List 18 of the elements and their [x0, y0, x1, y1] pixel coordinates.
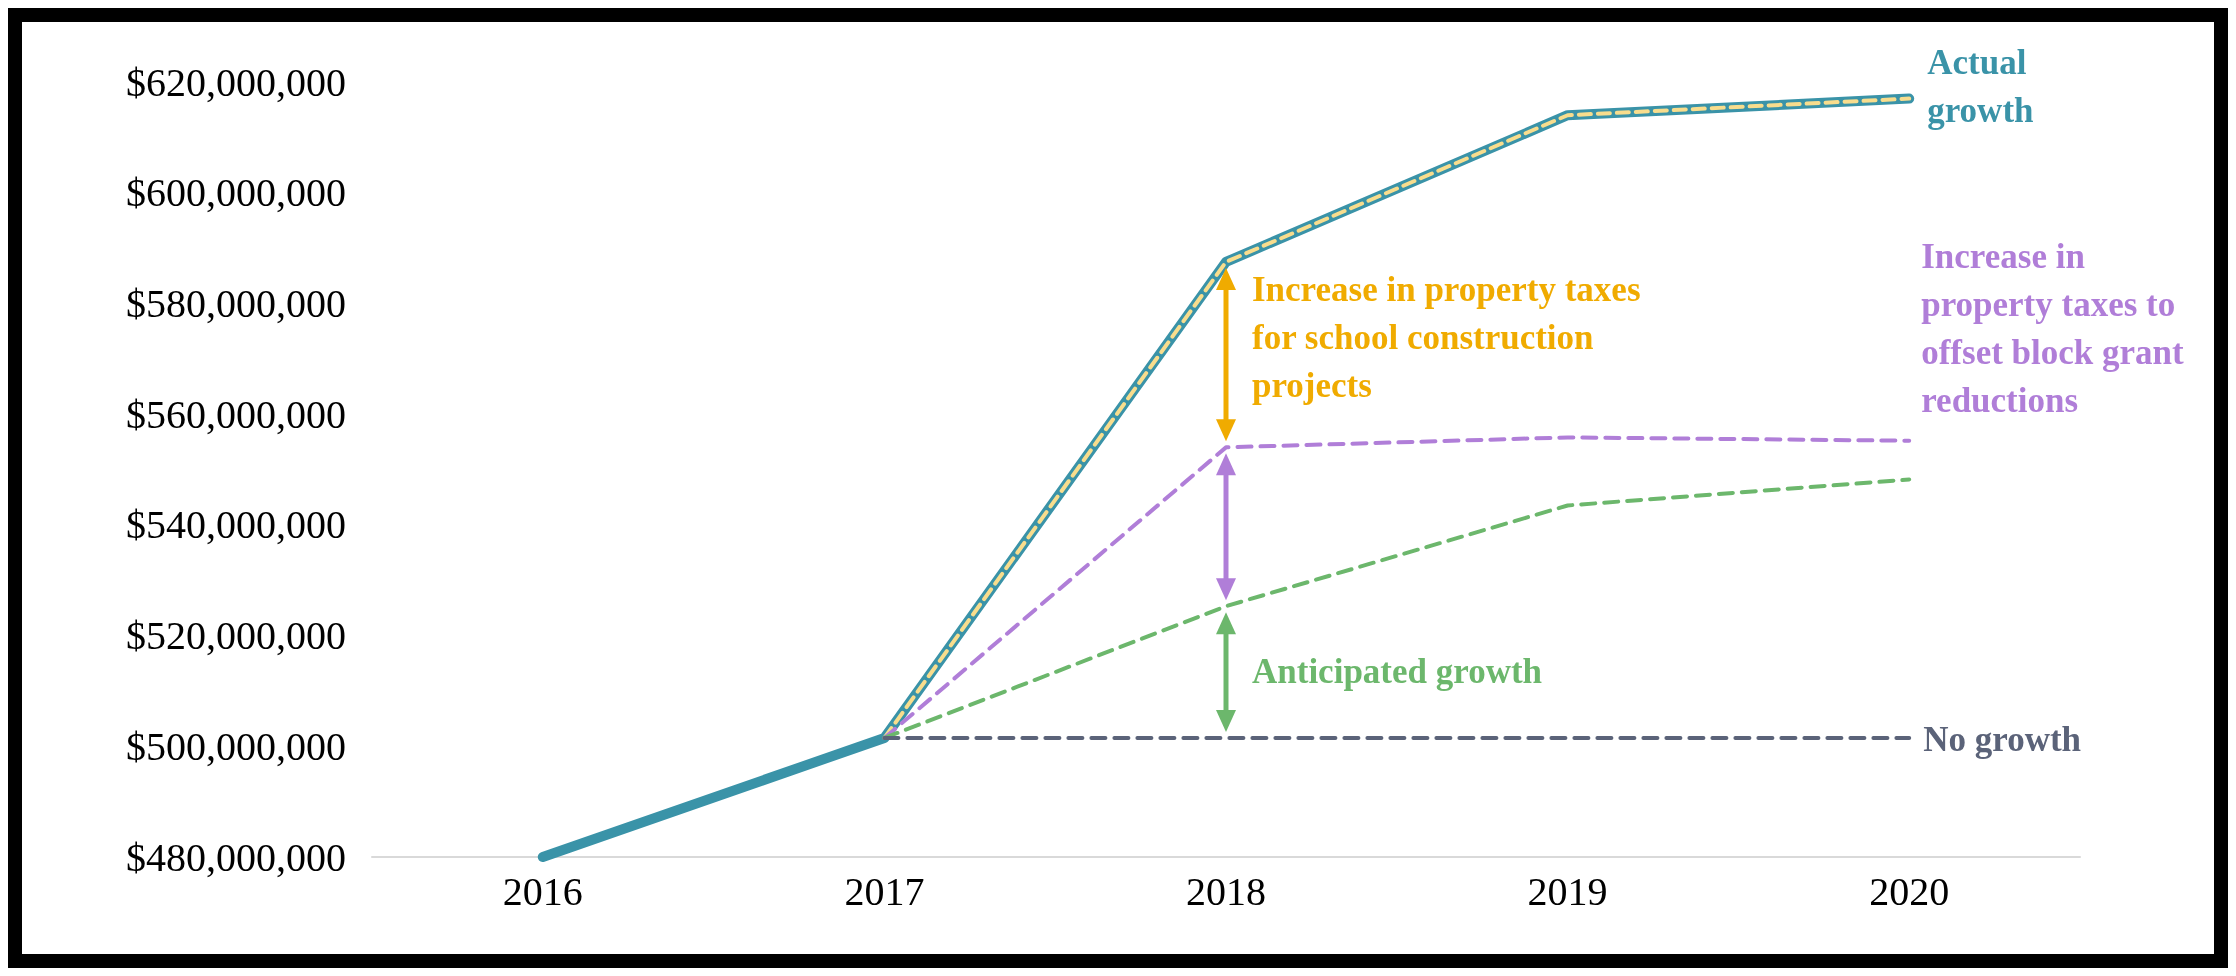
y-tick-label: $620,000,000: [126, 59, 346, 105]
y-tick-label: $500,000,000: [126, 723, 346, 769]
x-tick-label: 2016: [502, 868, 583, 914]
x-tick-label: 2019: [1527, 868, 1608, 914]
annotation: Anticipated growth: [1252, 651, 1544, 694]
series-label: Actual growth: [1927, 43, 2036, 131]
series-label: Increase in property taxes to offset block grant reductions: [1921, 237, 2193, 421]
y-tick-label: $600,000,000: [126, 170, 346, 216]
y-tick-label: $520,000,000: [126, 613, 346, 659]
x-tick-label: 2020: [1869, 868, 1950, 914]
annotation: Increase in property taxes for school construction projects: [1252, 268, 1642, 407]
y-tick-label: $560,000,000: [126, 391, 346, 437]
x-tick-label: 2017: [844, 868, 925, 914]
x-tick-label: 2018: [1186, 868, 1266, 914]
series-label: No growth: [1923, 720, 2082, 760]
y-tick-label: $480,000,000: [126, 834, 346, 880]
y-tick-label: $580,000,000: [126, 280, 346, 326]
y-tick-label: $540,000,000: [126, 502, 346, 548]
